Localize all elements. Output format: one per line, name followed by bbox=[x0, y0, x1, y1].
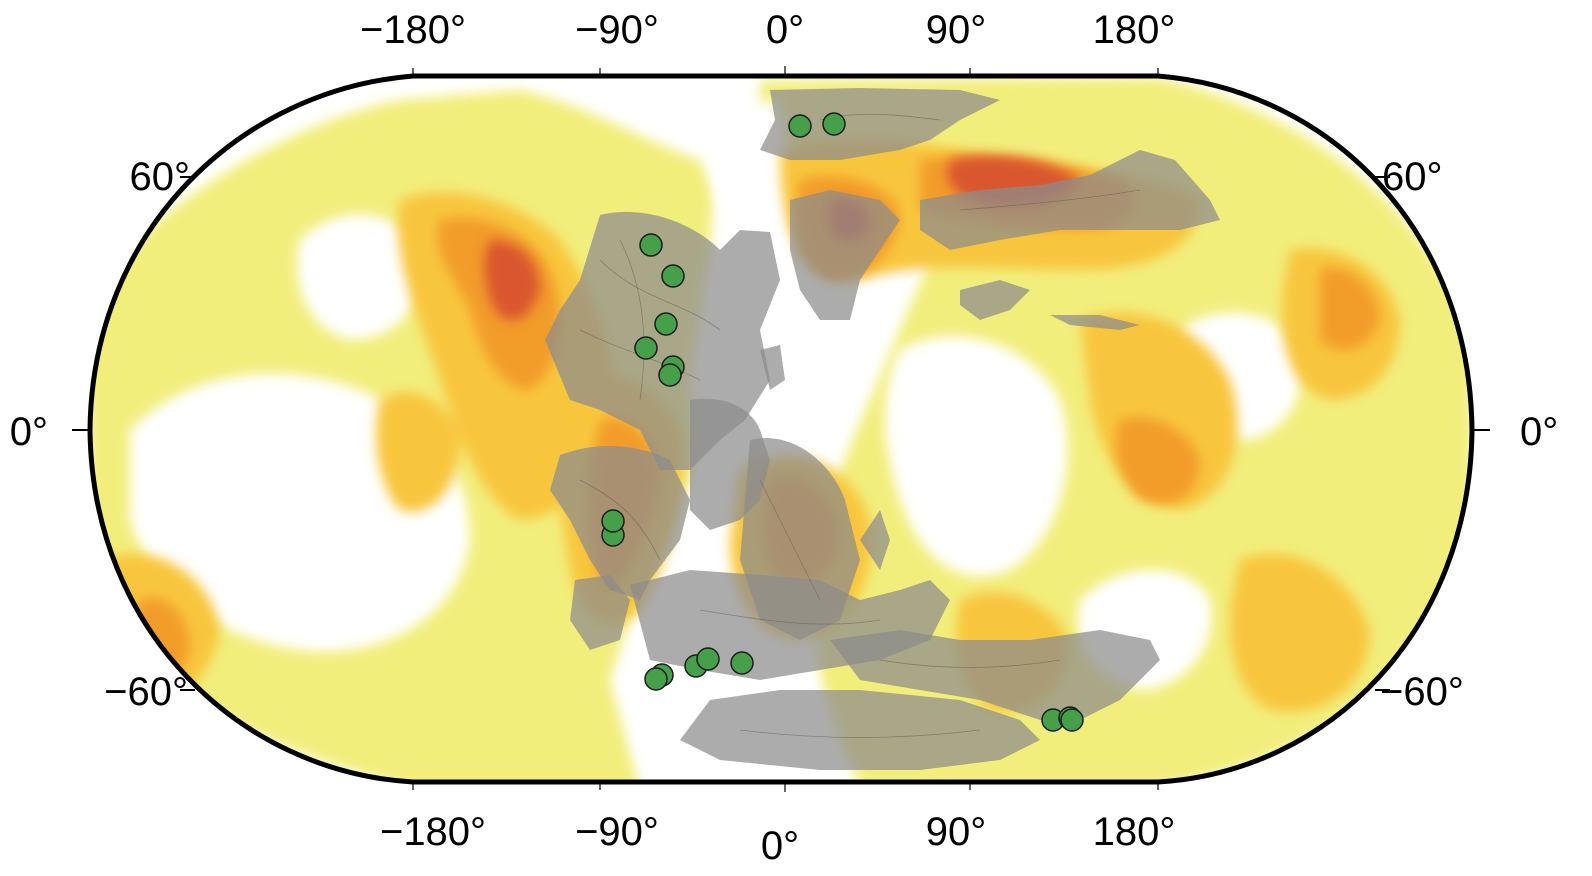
lat-label-right: 60° bbox=[1382, 155, 1443, 199]
lon-label-bottom: −180° bbox=[379, 810, 487, 854]
site-marker bbox=[644, 667, 668, 691]
continents bbox=[545, 88, 1220, 770]
longitude-ticks bbox=[412, 66, 1159, 792]
latitude-ticks bbox=[72, 176, 1490, 691]
lat-label-left: 60° bbox=[129, 155, 191, 199]
lat-label-right: −60° bbox=[1380, 670, 1464, 714]
site-marker bbox=[639, 233, 663, 257]
lon-label-bottom: −90° bbox=[575, 810, 659, 854]
plate-boundaries bbox=[579, 113, 1141, 738]
lat-label-left: 0° bbox=[9, 410, 48, 454]
site-marker bbox=[822, 112, 846, 136]
site-marker bbox=[601, 509, 625, 533]
lat-label-left: −60° bbox=[104, 670, 188, 714]
site-markers bbox=[601, 112, 1084, 732]
lon-label-bottom: 180° bbox=[1092, 810, 1176, 854]
map-interior bbox=[90, 76, 1472, 782]
site-marker bbox=[1060, 708, 1084, 732]
site-marker bbox=[730, 651, 754, 675]
site-marker bbox=[654, 312, 678, 336]
site-marker bbox=[661, 264, 685, 288]
lon-label-top: 0° bbox=[765, 8, 805, 52]
site-marker bbox=[696, 647, 720, 671]
lon-label-top: 180° bbox=[1092, 8, 1176, 52]
lon-label-bottom: 0° bbox=[760, 824, 800, 868]
site-marker bbox=[634, 336, 658, 360]
site-marker bbox=[658, 363, 682, 387]
lat-label-right: 0° bbox=[1520, 410, 1559, 454]
site-marker bbox=[788, 114, 812, 138]
lon-label-top: 90° bbox=[925, 8, 987, 52]
lon-label-bottom: 90° bbox=[925, 810, 987, 854]
lon-label-top: −180° bbox=[359, 8, 467, 52]
lon-label-top: −90° bbox=[575, 8, 659, 52]
